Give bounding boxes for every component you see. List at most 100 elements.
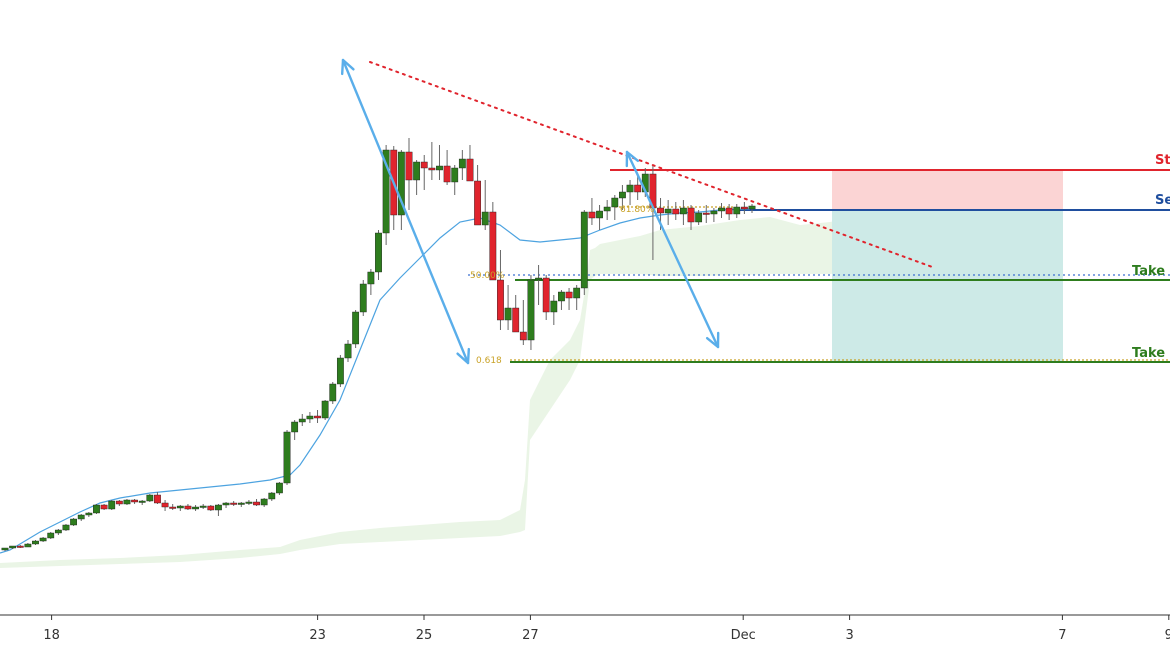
candle-body	[611, 197, 619, 208]
candle-body	[100, 504, 108, 510]
candle	[1, 547, 9, 551]
candle	[47, 532, 55, 539]
candle-body	[512, 307, 520, 333]
candle-body	[321, 400, 329, 419]
trend-line	[369, 61, 936, 269]
x-tick-label: 9	[1165, 628, 1170, 643]
moving-average-line	[0, 208, 751, 554]
arrow-head	[340, 58, 355, 76]
candle-body	[77, 514, 85, 520]
candle-body	[314, 415, 321, 419]
x-tick-label: 18	[43, 628, 60, 643]
candle-body	[725, 207, 733, 215]
candles-layer	[1, 138, 756, 551]
candle	[733, 204, 741, 218]
candle	[32, 540, 39, 545]
candle-body	[222, 502, 230, 506]
candle	[184, 504, 192, 510]
candle	[100, 504, 108, 510]
candle-body	[702, 212, 710, 215]
candle-body	[54, 529, 62, 534]
candle	[222, 502, 230, 508]
candle	[146, 494, 154, 502]
candle	[283, 430, 291, 485]
candle	[54, 529, 62, 535]
candle-body	[16, 545, 24, 548]
candle-body	[679, 207, 687, 215]
arrow-shaft	[625, 150, 720, 349]
candle-body	[619, 191, 626, 199]
candle-body	[108, 500, 116, 510]
candle-body	[85, 512, 93, 516]
x-axis: 1618232527Dec37914	[0, 614, 1170, 643]
candle	[596, 205, 603, 230]
candle	[436, 145, 443, 180]
arrow-head	[705, 331, 720, 349]
candle-body	[542, 277, 550, 313]
candle	[207, 505, 215, 511]
candle	[375, 230, 382, 280]
candle-body	[123, 499, 131, 505]
stop-loss-zone	[832, 170, 1063, 210]
candle	[588, 198, 596, 225]
candle	[336, 355, 344, 387]
candle-body	[146, 494, 154, 502]
candle-body	[199, 505, 207, 508]
candle	[77, 514, 85, 521]
candle-body	[451, 167, 459, 183]
candle	[245, 500, 253, 505]
candle	[253, 499, 260, 506]
candle-body	[664, 208, 672, 214]
candle	[276, 482, 283, 495]
candle-body	[748, 205, 756, 210]
candle-body	[306, 415, 314, 420]
candle	[619, 185, 626, 210]
candle-body	[687, 207, 695, 223]
candle	[489, 202, 497, 281]
swing-arrow-1	[340, 58, 471, 365]
candle-body	[215, 504, 222, 511]
arrow-head	[625, 150, 640, 168]
candle-body	[573, 287, 581, 299]
x-tick-label: 7	[1058, 628, 1066, 643]
candle-body	[131, 499, 138, 503]
candle	[451, 165, 459, 195]
candle-body	[672, 208, 680, 215]
candle	[702, 205, 710, 223]
candle-body	[740, 206, 748, 210]
candle	[298, 414, 306, 426]
candle	[527, 275, 535, 350]
candle-body	[344, 343, 352, 359]
candle	[154, 492, 161, 504]
arrow-head	[456, 347, 471, 365]
swing-arrow-2	[625, 150, 720, 349]
candle-body	[291, 421, 299, 433]
candle-body	[436, 165, 443, 171]
candle-body	[93, 504, 100, 514]
candle	[634, 175, 642, 200]
candle	[413, 160, 421, 195]
candle	[62, 524, 70, 531]
candle-body	[268, 492, 276, 500]
candle	[519, 300, 527, 345]
candle-body	[413, 161, 421, 181]
candle-body	[115, 500, 123, 505]
candle	[314, 410, 321, 423]
candle-body	[718, 207, 725, 212]
candle-body	[458, 158, 466, 169]
candle-body	[405, 151, 413, 181]
candle	[611, 195, 619, 220]
candle	[535, 265, 542, 305]
moving-average-layer	[0, 208, 751, 554]
sell-label: Se	[1155, 193, 1170, 208]
candle	[718, 203, 725, 218]
candle	[580, 210, 588, 295]
candle-body	[535, 277, 542, 281]
fib-label: 0.618	[476, 356, 502, 366]
candle-body	[276, 482, 283, 494]
candle	[39, 537, 47, 542]
candle-body	[466, 158, 474, 182]
candle	[169, 504, 177, 510]
candle-body	[603, 206, 611, 212]
candle-body	[420, 161, 428, 169]
